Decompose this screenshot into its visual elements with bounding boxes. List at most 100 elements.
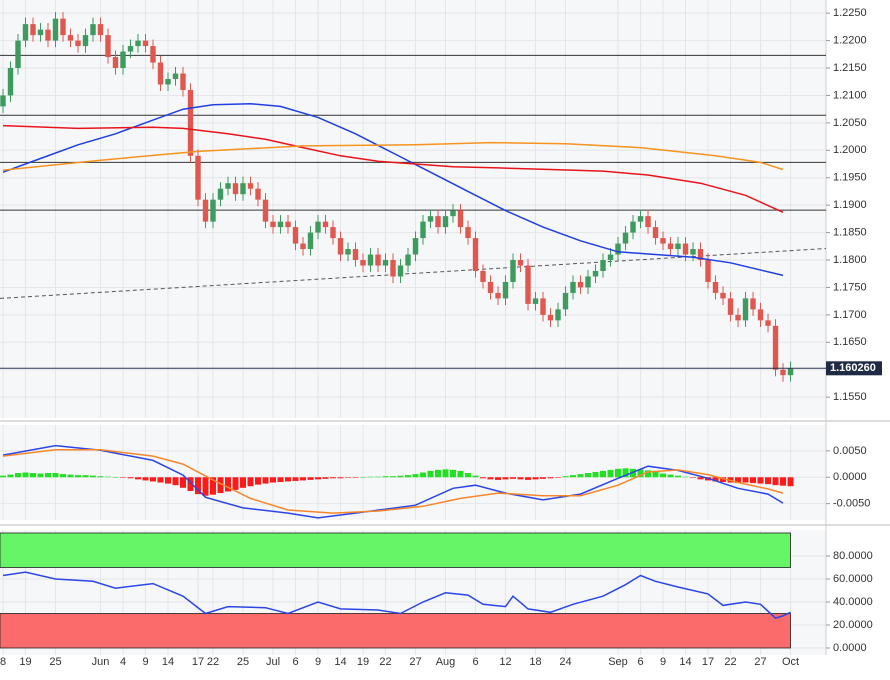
candle-body <box>187 89 194 156</box>
candle-body <box>480 270 486 282</box>
y-tick-label: 80.0000 <box>833 550 873 562</box>
candle-body <box>622 232 629 244</box>
histogram-bar <box>195 477 202 495</box>
histogram-bar <box>105 476 112 478</box>
histogram-bar <box>622 468 629 478</box>
candle-body <box>337 238 344 255</box>
x-tick-label: 17 <box>702 656 714 668</box>
histogram-bar <box>720 477 727 482</box>
histogram-bar <box>67 474 74 478</box>
x-tick-label: 22 <box>379 656 391 668</box>
histogram-bar <box>375 476 382 478</box>
histogram-bar <box>187 477 194 491</box>
histogram-bar <box>472 475 479 478</box>
histogram-bar <box>637 469 644 478</box>
x-tick-label: 4 <box>120 656 126 668</box>
candle-body <box>285 221 291 228</box>
x-tick-label: 18 <box>529 656 541 668</box>
candle-body <box>75 40 81 47</box>
y-tick-label: 1.2150 <box>833 62 867 74</box>
histogram-bar <box>675 475 682 478</box>
y-tick-label: 0.0050 <box>833 445 867 457</box>
candle-body <box>517 260 524 266</box>
histogram-bar <box>30 473 37 478</box>
candle-body <box>510 260 516 282</box>
candle-body <box>352 249 359 261</box>
candle-body <box>135 40 141 47</box>
histogram-bar <box>285 477 292 482</box>
candle-body <box>390 260 396 277</box>
y-tick-label: 1.1800 <box>833 254 867 266</box>
y-tick-label: 20.0000 <box>833 619 873 631</box>
candle-body <box>307 232 314 250</box>
histogram-bar <box>667 474 674 478</box>
histogram-bar <box>315 477 322 480</box>
candle-body <box>742 298 749 321</box>
y-tick-label: 60.0000 <box>833 573 873 585</box>
candle-body <box>585 276 591 288</box>
histogram-bar <box>562 476 569 478</box>
histogram-bar <box>502 477 509 480</box>
histogram-bar <box>750 477 757 484</box>
candle-body <box>525 265 531 304</box>
candle-body <box>247 183 254 189</box>
y-tick-label: 1.1850 <box>833 226 867 238</box>
histogram-bar <box>412 474 419 478</box>
candle-body <box>577 281 584 288</box>
histogram-bar <box>382 476 389 478</box>
candle-body <box>547 314 554 321</box>
zone <box>0 613 791 649</box>
x-tick-label: 6 <box>637 656 643 668</box>
histogram-bar <box>120 477 127 478</box>
histogram-bar <box>757 477 764 484</box>
candle-body <box>37 29 44 36</box>
x-tick-label: 9 <box>315 656 321 668</box>
last-price-label: 1.160260 <box>830 362 876 374</box>
histogram-bar <box>240 477 247 488</box>
x-tick-label: 8 <box>0 656 6 668</box>
candle-body <box>727 298 734 315</box>
histogram-bar <box>772 477 779 486</box>
candle-body <box>427 216 434 222</box>
candle-body <box>142 40 149 47</box>
histogram-bar <box>15 473 22 478</box>
candle-body <box>645 216 651 228</box>
histogram-bar <box>427 470 434 478</box>
line <box>2 141 784 171</box>
histogram-bar <box>345 477 352 478</box>
y-tick-label: 1.2250 <box>833 7 867 19</box>
candle-body <box>97 24 104 36</box>
y-tick-label: 1.1550 <box>833 391 867 403</box>
y-tick-label: 1.2050 <box>833 117 867 129</box>
histogram-bar <box>510 477 517 479</box>
x-tick-label: Jun <box>92 656 110 668</box>
x-tick-label: 12 <box>499 656 511 668</box>
histogram-bar <box>7 474 14 478</box>
histogram-bar <box>225 477 232 492</box>
histogram-bar <box>532 477 539 480</box>
histogram-bar <box>495 477 502 480</box>
candle-body <box>555 309 561 321</box>
candle-body <box>600 260 606 271</box>
candle-body <box>697 249 704 261</box>
histogram-bar <box>90 475 97 478</box>
y-tick-label: 1.2000 <box>833 144 867 156</box>
x-tick-label: 25 <box>49 656 61 668</box>
candle-body <box>570 281 576 293</box>
histogram-bar <box>390 476 397 478</box>
histogram-bar <box>367 476 374 478</box>
y-tick-label: 1.2200 <box>833 34 867 46</box>
x-tick-label: 22 <box>207 656 219 668</box>
candle-body <box>15 40 21 69</box>
y-tick-label: -0.0050 <box>833 498 870 510</box>
candle-body <box>240 183 246 195</box>
candle-body <box>592 270 599 277</box>
x-tick-label: Jul <box>266 656 280 668</box>
candle-body <box>7 68 14 96</box>
x-tick-label: 25 <box>237 656 249 668</box>
candle-body <box>532 298 539 304</box>
x-tick-label: 19 <box>19 656 31 668</box>
candle-body <box>375 254 381 266</box>
candle-body <box>750 298 756 310</box>
x-tick-label: 6 <box>292 656 298 668</box>
